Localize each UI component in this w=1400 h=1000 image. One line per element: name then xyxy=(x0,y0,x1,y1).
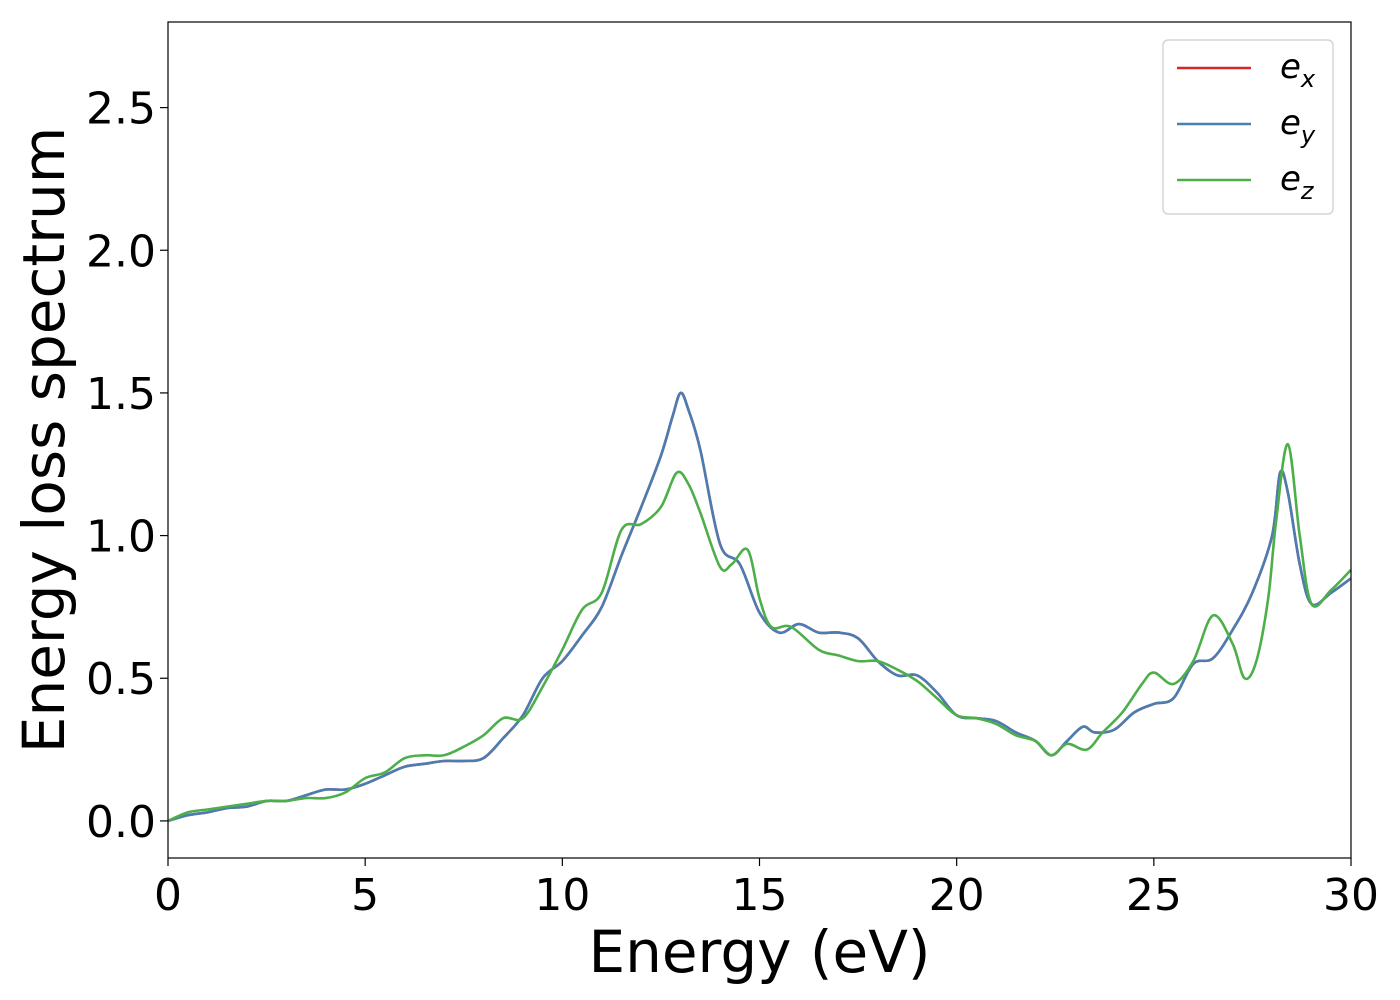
legend-label-subscript: y xyxy=(1300,121,1316,149)
series-line-z xyxy=(167,442,1352,823)
series-layer xyxy=(167,391,1352,823)
y-tick-label: 0.0 xyxy=(86,797,156,848)
legend-label-z: ez xyxy=(1280,159,1315,205)
legend-label-base: e xyxy=(1280,47,1301,87)
x-tick-label: 30 xyxy=(1323,870,1379,921)
legend-label-subscript: x xyxy=(1300,65,1316,93)
legend-box xyxy=(1162,39,1334,215)
x-tick-label: 20 xyxy=(929,870,985,921)
y-tick-label: 2.0 xyxy=(86,226,156,277)
y-tick-label: 0.5 xyxy=(86,654,156,705)
y-tick-label: 1.0 xyxy=(86,512,156,563)
x-tick-label: 15 xyxy=(732,870,788,921)
y-tick-label: 1.5 xyxy=(86,369,156,420)
x-tick-label: 10 xyxy=(534,870,590,921)
legend-label-base: e xyxy=(1280,159,1301,199)
y-axis-ticks: 0.0 0.5 1.0 1.5 2.0 2.5 xyxy=(86,84,168,848)
y-tick-label: 2.5 xyxy=(86,84,156,135)
x-axis-ticks: 0 5 10 15 20 25 30 xyxy=(154,858,1379,921)
x-tick-label: 0 xyxy=(154,870,182,921)
legend-label-x: ex xyxy=(1280,47,1316,93)
x-tick-label: 25 xyxy=(1126,870,1182,921)
legend-label-subscript: z xyxy=(1300,177,1315,205)
legend-label-y: ey xyxy=(1280,103,1316,149)
legend-label-base: e xyxy=(1280,103,1301,143)
y-axis-label: Energy loss spectrum xyxy=(10,127,78,753)
x-tick-label: 5 xyxy=(351,870,379,921)
x-axis-label: Energy (eV) xyxy=(588,918,930,986)
